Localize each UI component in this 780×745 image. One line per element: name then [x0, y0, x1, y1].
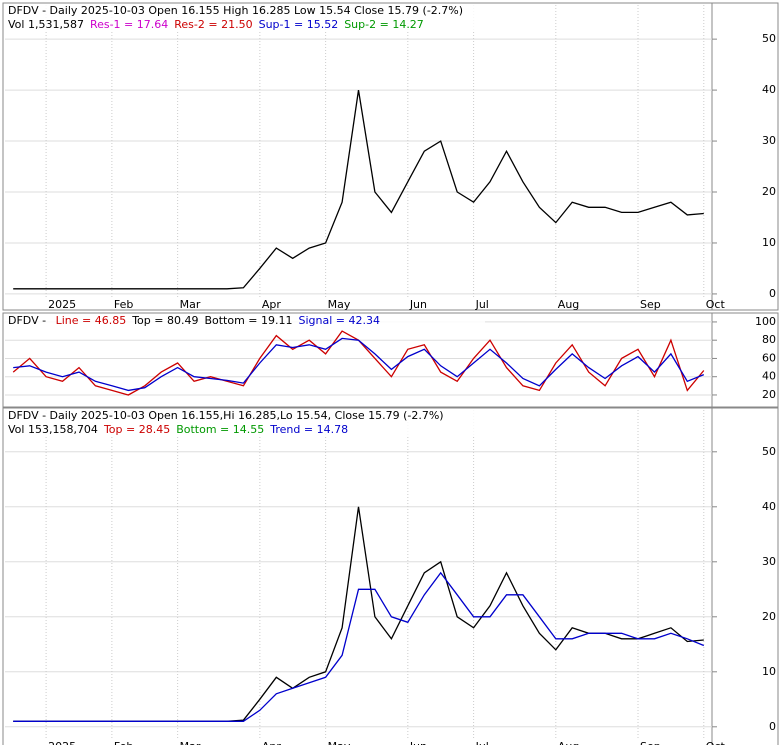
x-tick-label: Feb	[114, 740, 133, 745]
header-text: Bottom = 19.11	[204, 314, 292, 327]
header-line: Vol 1,531,587 Res-1 = 17.64 Res-2 = 21.50 S…	[8, 18, 424, 31]
y-tick-label: 50	[762, 32, 776, 45]
series-line	[13, 571, 705, 722]
x-tick-label: Jul	[475, 298, 489, 311]
header-line: DFDV - Line = 46.85 Top = 80.49 Bottom = 1…	[8, 314, 380, 327]
y-tick-label: 60	[762, 351, 776, 364]
x-tick-label: Feb	[114, 298, 133, 311]
header-text: Res-2 = 21.50	[174, 18, 252, 31]
y-tick-label: 0	[769, 720, 776, 733]
header-text: Trend = 14.78	[269, 423, 348, 436]
y-tick-label: 10	[762, 665, 776, 678]
header-bg	[5, 18, 485, 32]
panel-frame	[2, 407, 779, 745]
series-line	[13, 89, 704, 290]
header-text: Vol 153,158,704	[8, 423, 98, 436]
y-tick-label: 20	[762, 388, 776, 401]
x-tick-label: Mar	[180, 298, 201, 311]
y-tick-label: 40	[762, 370, 776, 383]
x-tick-label: 2025	[48, 740, 76, 745]
x-tick-label: Jun	[409, 298, 427, 311]
header-text: Top = 80.49	[131, 314, 198, 327]
x-tick-label: May	[328, 298, 351, 311]
x-tick-label: Oct	[706, 298, 726, 311]
header-text: Res-1 = 17.64	[90, 18, 168, 31]
header-bg	[5, 409, 485, 423]
header-text: DFDV -	[8, 314, 50, 327]
header-text: Signal = 42.34	[299, 314, 381, 327]
x-tick-label: Aug	[558, 298, 579, 311]
header-text: Line = 46.85	[56, 314, 127, 327]
y-tick-label: 30	[762, 134, 776, 147]
y-tick-label: 50	[762, 445, 776, 458]
header-text: DFDV - Daily 2025-10-03 Open 16.155 High…	[8, 4, 463, 17]
header-bg	[5, 314, 485, 328]
header-line: Vol 153,158,704 Top = 28.45 Bottom = 14.55…	[8, 423, 348, 436]
y-tick-label: 0	[769, 287, 776, 300]
x-tick-label: Sep	[640, 298, 661, 311]
y-tick-label: 30	[762, 555, 776, 568]
panel-frame	[2, 2, 779, 311]
y-tick-label: 40	[762, 83, 776, 96]
header-text: Vol 1,531,587	[8, 18, 84, 31]
y-tick-label: 100	[755, 315, 776, 328]
x-tick-label: May	[328, 740, 351, 745]
header-bg	[5, 423, 485, 437]
header-text: Sup-1 = 15.52	[259, 18, 339, 31]
y-tick-label: 40	[762, 500, 776, 513]
y-tick-label: 20	[762, 610, 776, 623]
series-line	[13, 337, 705, 392]
x-tick-label: Apr	[262, 740, 282, 745]
x-tick-label: Mar	[180, 740, 201, 745]
header-text: Bottom = 14.55	[176, 423, 264, 436]
series-line	[13, 506, 704, 722]
x-tick-label: Apr	[262, 298, 282, 311]
header-text: Sup-2 = 14.27	[344, 18, 424, 31]
header-line: DFDV - Daily 2025-10-03 Open 16.155 High…	[8, 4, 463, 17]
x-tick-label: Aug	[558, 740, 579, 745]
y-tick-label: 80	[762, 333, 776, 346]
x-tick-label: Sep	[640, 740, 661, 745]
x-tick-label: Oct	[706, 740, 726, 745]
header-text: DFDV - Daily 2025-10-03 Open 16.155,Hi 1…	[8, 409, 444, 422]
x-tick-label: 2025	[48, 298, 76, 311]
panel-frame	[2, 312, 779, 408]
x-tick-label: Jul	[475, 740, 489, 745]
x-tick-label: Jun	[409, 740, 427, 745]
header-line: DFDV - Daily 2025-10-03 Open 16.155,Hi 1…	[8, 409, 444, 422]
y-tick-label: 10	[762, 236, 776, 249]
header-text: Top = 28.45	[103, 423, 170, 436]
header-bg	[5, 4, 485, 18]
y-tick-label: 20	[762, 185, 776, 198]
